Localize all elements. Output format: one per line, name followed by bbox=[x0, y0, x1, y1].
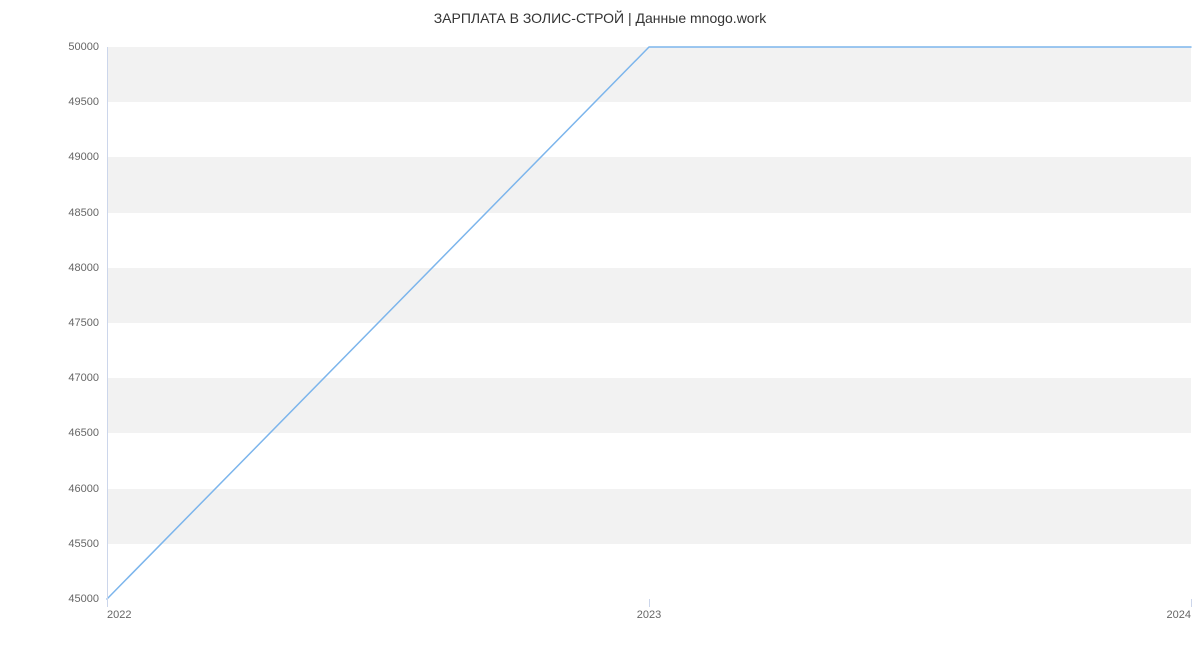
y-tick-label: 46500 bbox=[68, 427, 99, 439]
x-tick-mark bbox=[649, 599, 650, 607]
x-tick-mark bbox=[1191, 599, 1192, 607]
y-axis-line bbox=[107, 47, 108, 599]
x-tick-label: 2024 bbox=[1167, 609, 1191, 621]
chart-title: ЗАРПЛАТА В ЗОЛИС-СТРОЙ | Данные mnogo.wo… bbox=[0, 10, 1200, 26]
y-tick-label: 47000 bbox=[68, 372, 99, 384]
y-tick-label: 47500 bbox=[68, 317, 99, 329]
y-tick-label: 49500 bbox=[68, 96, 99, 108]
salary-line-series bbox=[107, 47, 1191, 599]
y-tick-label: 48000 bbox=[68, 262, 99, 274]
y-tick-label: 45500 bbox=[68, 538, 99, 550]
plot-area: 4500045500460004650047000475004800048500… bbox=[107, 47, 1191, 599]
y-tick-label: 45000 bbox=[68, 593, 99, 605]
x-tick-label: 2022 bbox=[107, 609, 131, 621]
y-tick-label: 46000 bbox=[68, 483, 99, 495]
y-tick-label: 50000 bbox=[68, 41, 99, 53]
line-series-layer bbox=[107, 47, 1191, 599]
x-tick-label: 2023 bbox=[637, 609, 661, 621]
y-tick-label: 49000 bbox=[68, 151, 99, 163]
y-tick-label: 48500 bbox=[68, 207, 99, 219]
x-tick-mark bbox=[107, 599, 108, 607]
salary-line-chart: ЗАРПЛАТА В ЗОЛИС-СТРОЙ | Данные mnogo.wo… bbox=[0, 0, 1200, 650]
